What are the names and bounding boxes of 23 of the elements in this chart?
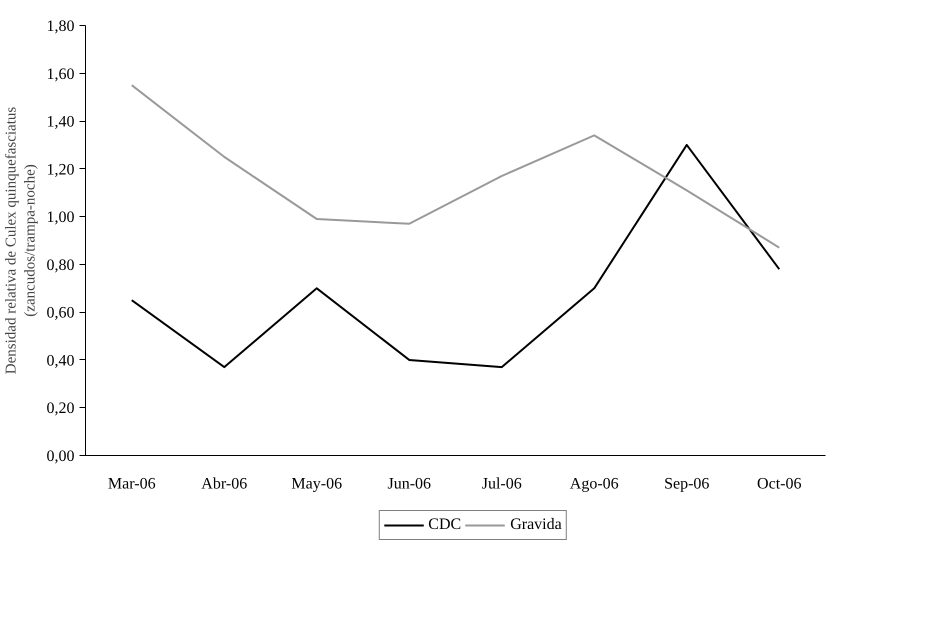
x-tick-label: Mar-06: [108, 476, 156, 492]
legend-label: Gravida: [510, 516, 562, 534]
x-tick-label: Jul-06: [482, 476, 522, 492]
y-tick-label: 0,80: [46, 256, 74, 274]
y-axis-title: Densidad relativa de Culex quinquefasciatus (zancudos/trampa-noche): [3, 106, 38, 374]
x-tick-label: Jun-06: [387, 476, 432, 492]
y-tick-label: 1,40: [46, 114, 74, 131]
y-tick-label: 0,00: [46, 448, 74, 465]
x-tick-label: Oct-06: [757, 476, 802, 492]
line-series: [130, 84, 780, 249]
y-tick-label: 1,20: [46, 161, 74, 178]
x-tick-label: Sep-06: [664, 476, 710, 492]
x-tick-label: Ago-06: [570, 476, 619, 492]
y-tick-label: 0,20: [46, 400, 74, 418]
y-tick-label: 1,80: [46, 18, 74, 35]
y-tick-label: 0,60: [46, 304, 74, 322]
line-series: [130, 144, 780, 368]
y-tick-label: 0,40: [46, 352, 74, 370]
legend-label: CDC: [428, 516, 462, 534]
y-tick-label: 1,60: [46, 66, 74, 83]
x-tick-label: May-06: [291, 476, 342, 492]
y-tick-label: 1,00: [46, 209, 74, 226]
x-tick-label: Abr-06: [201, 476, 248, 492]
